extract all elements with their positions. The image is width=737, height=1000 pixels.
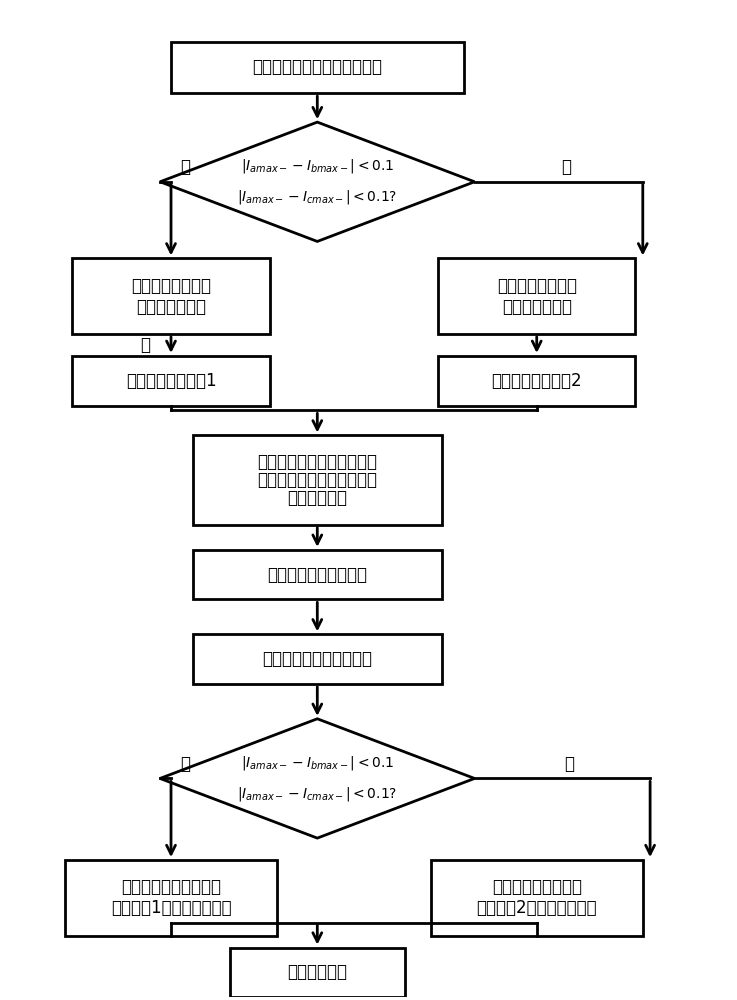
Text: $|I_{amax-}-I_{cmax-}|<0.1?$: $|I_{amax-}-I_{cmax-}|<0.1?$	[237, 785, 397, 803]
Text: 故障下的特征値: 故障下的特征値	[136, 298, 206, 316]
Polygon shape	[160, 719, 475, 838]
Bar	[229, 948, 405, 997]
Text: 是: 是	[181, 158, 191, 176]
Text: 归一化处理第二类: 归一化处理第二类	[497, 277, 577, 295]
Text: 采集训练系统的十三项特征値: 采集训练系统的十三项特征値	[252, 58, 383, 76]
Bar	[72, 356, 270, 406]
Bar	[193, 550, 441, 599]
Text: $|I_{amax-}-I_{bmax-}|<0.1$: $|I_{amax-}-I_{bmax-}|<0.1$	[240, 754, 394, 772]
Bar	[65, 860, 277, 936]
Text: 数据训练，得模型2: 数据训练，得模型2	[492, 372, 582, 390]
Text: 是否发生故障并采集所需识: 是否发生故障并采集所需识	[257, 471, 377, 489]
Text: 得到故障类型: 得到故障类型	[287, 963, 347, 981]
Text: 并在模型1中进行故障识别: 并在模型1中进行故障识别	[111, 899, 231, 917]
Bar	[430, 860, 643, 936]
Text: $|I_{amax-}-I_{cmax-}|<0.1?$: $|I_{amax-}-I_{cmax-}|<0.1?$	[237, 188, 397, 206]
Text: 并在模型2中进行故障识别: 并在模型2中进行故障识别	[476, 899, 597, 917]
Text: 别系统特征値: 别系统特征値	[287, 489, 347, 507]
Text: 否: 否	[565, 755, 575, 773]
Bar	[193, 634, 441, 684]
Text: 否: 否	[561, 158, 571, 176]
Text: 运用滑窗迭代判据判断系统: 运用滑窗迭代判据判断系统	[257, 453, 377, 471]
Bar	[193, 435, 441, 525]
Bar	[72, 258, 270, 334]
Text: 剖除采集数据中的坏値: 剖除采集数据中的坏値	[268, 566, 367, 584]
Text: 数据训练，得模型1: 数据训练，得模型1	[126, 372, 217, 390]
Text: 归一化处理第一类: 归一化处理第一类	[131, 277, 211, 295]
Text: 故障下的特征値: 故障下的特征値	[502, 298, 572, 316]
Polygon shape	[160, 122, 475, 241]
Text: 是: 是	[141, 336, 150, 354]
Bar	[438, 258, 635, 334]
Text: $|I_{amax-}-I_{bmax-}|<0.1$: $|I_{amax-}-I_{bmax-}|<0.1$	[240, 157, 394, 175]
Bar	[438, 356, 635, 406]
Text: 输入所需识别系统特征値: 输入所需识别系统特征値	[262, 650, 372, 668]
Text: 待测组特征値归一化: 待测组特征値归一化	[492, 878, 581, 896]
Text: 是: 是	[181, 755, 191, 773]
Text: 待测组特征値归一化，: 待测组特征値归一化，	[121, 878, 221, 896]
Bar	[171, 42, 464, 93]
